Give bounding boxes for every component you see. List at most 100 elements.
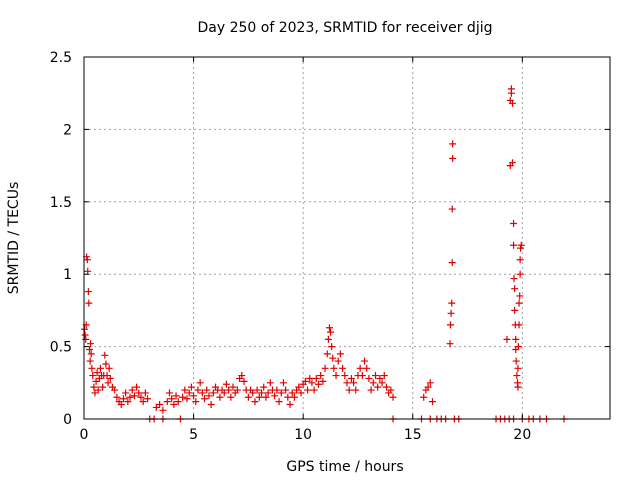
data-point [85, 299, 93, 307]
data-point [297, 389, 305, 397]
data-point [222, 380, 230, 388]
data-point [512, 335, 520, 343]
data-point [135, 389, 143, 397]
data-point [251, 398, 259, 406]
data-point [90, 383, 98, 391]
data-point [428, 398, 436, 406]
data-point [87, 340, 95, 348]
data-point [99, 383, 107, 391]
data-point [328, 343, 336, 351]
data-point [389, 393, 397, 401]
data-point [514, 364, 522, 372]
data-point [163, 398, 171, 406]
data-point [347, 374, 355, 382]
data-point [387, 386, 395, 394]
data-point [233, 386, 241, 394]
data-point [179, 393, 187, 401]
data-point [301, 377, 309, 385]
data-point [249, 389, 257, 397]
data-point [367, 386, 375, 394]
data-point [156, 401, 164, 409]
data-point [510, 275, 518, 283]
data-point [168, 395, 176, 403]
data-point [321, 364, 329, 372]
x-tick-label: 10 [294, 427, 312, 443]
data-point [286, 401, 294, 409]
data-point [225, 386, 233, 394]
data-point [380, 372, 388, 380]
data-point [284, 393, 292, 401]
data-point [277, 389, 285, 397]
data-point [304, 386, 312, 394]
data-point [514, 343, 522, 351]
y-tick-label: 2.5 [50, 50, 72, 66]
data-point [449, 140, 457, 148]
data-point [508, 99, 516, 107]
data-point [83, 256, 91, 264]
data-point [446, 321, 454, 329]
data-point [336, 350, 344, 358]
data-point [94, 386, 102, 394]
data-point [448, 205, 456, 213]
grid-lines [84, 57, 610, 419]
data-point [273, 386, 281, 394]
data-point [244, 393, 252, 401]
data-point [275, 398, 283, 406]
data-point [183, 395, 191, 403]
data-point [181, 386, 189, 394]
data-point [341, 372, 349, 380]
data-point [308, 379, 316, 387]
data-point [258, 389, 266, 397]
data-point [448, 299, 456, 307]
data-point [227, 393, 235, 401]
data-point [510, 220, 518, 228]
data-point [113, 393, 121, 401]
data-point [515, 299, 523, 307]
data-point [317, 372, 325, 380]
data-point [88, 364, 96, 372]
data-point [119, 395, 127, 403]
data-point [511, 306, 519, 314]
data-point [102, 360, 110, 368]
data-point [260, 383, 268, 391]
data-point [516, 256, 524, 264]
data-point [220, 389, 228, 397]
data-point [101, 351, 109, 359]
data-point [330, 364, 338, 372]
data-point [339, 364, 347, 372]
data-series-srmtid [80, 85, 568, 423]
x-axis-label: GPS time / hours [286, 459, 403, 475]
data-point [126, 393, 134, 401]
data-point [93, 369, 101, 377]
data-point [203, 386, 211, 394]
data-point [185, 389, 193, 397]
data-point [165, 389, 173, 397]
y-tick-label: 1 [63, 267, 72, 283]
x-tick-label: 5 [189, 427, 198, 443]
data-point [310, 386, 318, 394]
y-tick-label: 0.5 [50, 340, 72, 356]
data-point [365, 374, 373, 382]
data-point [82, 335, 90, 343]
data-point [81, 331, 89, 339]
data-point [238, 372, 246, 380]
data-point [350, 379, 358, 387]
data-point [516, 270, 524, 278]
tick-labels: 0 5 10 15 20 0 0.5 1 1.5 2 2.5 [50, 50, 532, 443]
data-point [369, 379, 377, 387]
data-point [130, 392, 138, 400]
data-point [306, 374, 314, 382]
data-point [361, 357, 369, 365]
data-point [329, 354, 337, 362]
data-point [229, 383, 237, 391]
data-point [282, 386, 290, 394]
data-point [378, 379, 386, 387]
data-point [111, 386, 119, 394]
data-point [420, 393, 428, 401]
x-tick-label: 0 [80, 427, 89, 443]
data-point [315, 380, 323, 388]
data-point [159, 406, 167, 414]
data-point [144, 395, 152, 403]
data-point [319, 377, 327, 385]
